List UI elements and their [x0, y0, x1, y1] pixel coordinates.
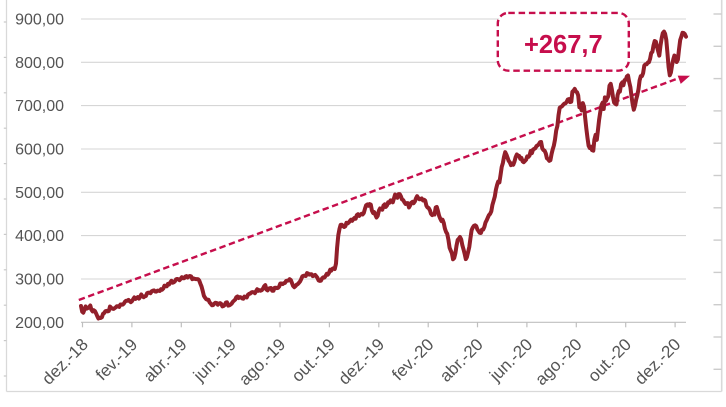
svg-text:600,00: 600,00: [15, 142, 64, 159]
svg-text:500,00: 500,00: [15, 185, 64, 202]
svg-text:900,00: 900,00: [15, 12, 64, 29]
svg-text:200,00: 200,00: [15, 315, 64, 332]
svg-text:+267,7: +267,7: [524, 31, 603, 59]
svg-text:300,00: 300,00: [15, 272, 64, 289]
svg-text:800,00: 800,00: [15, 55, 64, 72]
svg-text:400,00: 400,00: [15, 228, 64, 245]
svg-text:700,00: 700,00: [15, 98, 64, 115]
